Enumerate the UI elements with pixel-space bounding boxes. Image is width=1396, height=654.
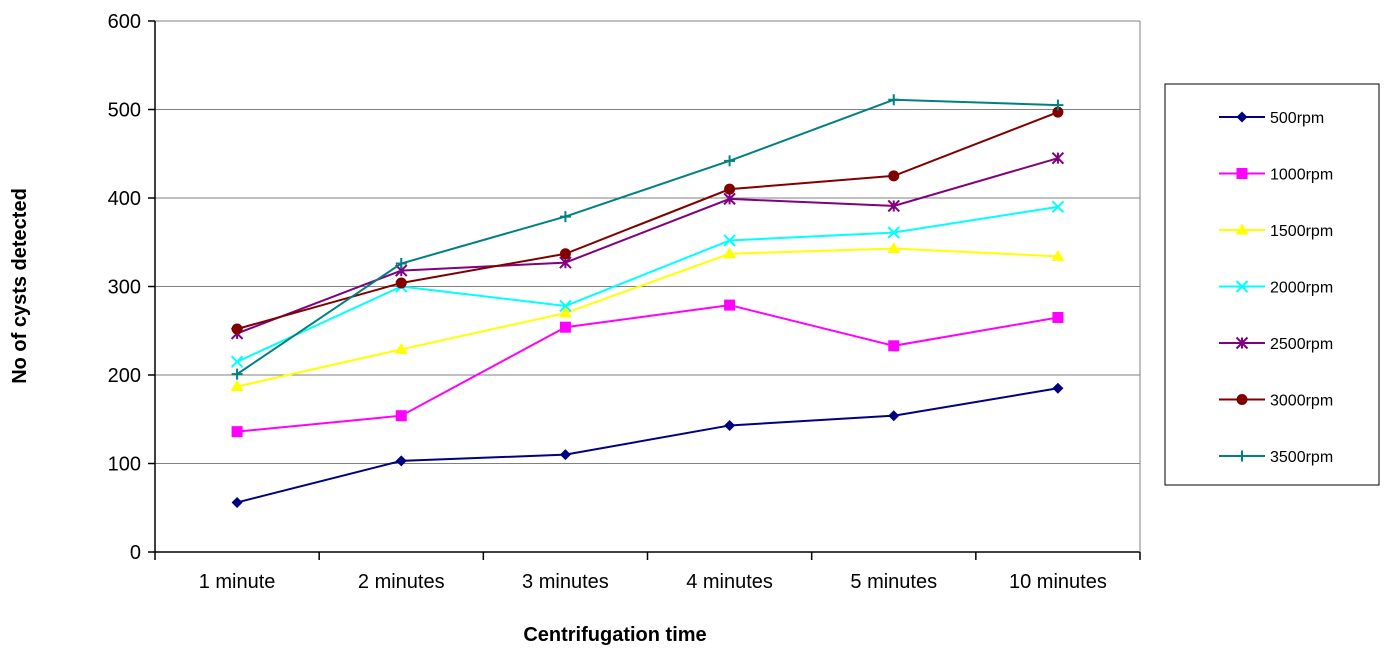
x-tick-label: 5 minutes [850, 571, 937, 593]
legend-item-1500rpm: 1500rpm [1219, 223, 1333, 240]
data-point [888, 170, 900, 182]
data-point [559, 211, 571, 223]
series-line [236, 387, 1059, 504]
legend: 500rpm 1000rpm 1500rpm 2000rpm 2500rpm 3000rp… [1164, 83, 1380, 486]
data-point [888, 340, 900, 352]
series-500rpm [231, 382, 1064, 508]
legend-item-2500rpm: 2500rpm [1219, 336, 1333, 353]
data-point [395, 455, 407, 467]
data-point [1052, 311, 1064, 323]
legend-swatch-marker [1235, 336, 1249, 350]
data-point [723, 247, 737, 259]
gridlines [155, 20, 1140, 464]
data-point [558, 306, 572, 318]
data-point [1051, 249, 1065, 261]
data-point [887, 226, 900, 239]
x-tick-labels: 1 minute 2 minutes 3 minutes 4 minutes 5 min… [199, 571, 1107, 593]
series-2500rpm [230, 151, 1065, 340]
x-axis-title: Centrifugation time [523, 624, 706, 646]
y-axis-title: No of cysts detected [9, 188, 31, 384]
legend-label: 500rpm [1270, 110, 1324, 127]
data-point [1051, 151, 1065, 165]
data-point [723, 234, 736, 247]
legend-swatch-marker [1235, 280, 1249, 293]
data-point [231, 368, 243, 380]
series-line [236, 205, 1059, 363]
axes [148, 20, 1141, 560]
legend-label: 3000rpm [1270, 393, 1333, 410]
data-point [230, 380, 244, 392]
series-line [236, 111, 1059, 330]
legend-item-3500rpm: 3500rpm [1219, 449, 1333, 466]
y-tick-label: 0 [130, 542, 141, 564]
x-tick-label: 1 minute [199, 571, 276, 593]
y-tick-labels: 0 100 200 300 400 500 600 [108, 11, 141, 564]
x-tick-label: 4 minutes [686, 571, 773, 593]
data-point [559, 299, 572, 313]
y-tick-label: 600 [108, 11, 141, 33]
series-1000rpm [231, 299, 1064, 438]
data-point [888, 94, 900, 106]
series-line [236, 304, 1059, 433]
data-point [1051, 200, 1065, 214]
data-point [559, 449, 571, 461]
legend-swatch-marker [1236, 111, 1248, 123]
legend-item-3000rpm: 3000rpm [1219, 393, 1333, 410]
data-point [724, 183, 736, 195]
data-point [394, 342, 408, 354]
data-point [559, 321, 571, 333]
series-line [236, 157, 1059, 335]
y-tick-label: 100 [108, 454, 141, 476]
data-point [231, 426, 243, 438]
legend-label: 2500rpm [1270, 336, 1333, 353]
data-point [723, 192, 736, 206]
data-point [1052, 99, 1064, 111]
series-3000rpm [231, 106, 1064, 335]
y-tick-label: 200 [108, 365, 141, 387]
series-line [236, 98, 1058, 375]
legend-item-1000rpm: 1000rpm [1219, 167, 1333, 184]
data-point [724, 419, 736, 431]
legend-swatch-marker [1236, 450, 1248, 462]
data-point [559, 248, 571, 260]
x-tick-label: 3 minutes [522, 571, 609, 593]
data-point [231, 496, 243, 508]
series-line [236, 247, 1058, 388]
data-point [395, 410, 407, 422]
data-point [1052, 106, 1064, 118]
y-tick-label: 400 [108, 188, 141, 210]
y-tick-label: 300 [108, 277, 141, 299]
data-point [887, 241, 901, 253]
data-point [724, 299, 736, 311]
legend-label: 1500rpm [1270, 223, 1333, 240]
legend-label: 1000rpm [1270, 167, 1333, 184]
legend-item-2000rpm: 2000rpm [1219, 280, 1333, 297]
data-point [724, 155, 736, 167]
x-tick-label: 10 minutes [1009, 571, 1107, 593]
data-point [888, 410, 900, 422]
data-point [395, 277, 407, 289]
data-point [231, 323, 243, 335]
data-point [395, 257, 407, 269]
x-tick-label: 2 minutes [358, 571, 445, 593]
y-tick-label: 500 [108, 100, 141, 122]
legend-label: 3500rpm [1270, 449, 1333, 466]
series-1500rpm [230, 241, 1065, 392]
series-3500rpm [231, 94, 1064, 380]
legend-swatch-marker [1236, 168, 1248, 179]
series-lines [230, 94, 1065, 508]
legend-swatch-marker [1236, 394, 1248, 405]
legend-label: 2000rpm [1270, 280, 1333, 297]
data-point [887, 199, 900, 213]
data-point [1052, 382, 1064, 394]
data-point [230, 355, 244, 368]
legend-box [1164, 83, 1380, 486]
legend-swatch-marker [1235, 223, 1249, 235]
legend-item-500rpm: 500rpm [1219, 110, 1324, 127]
